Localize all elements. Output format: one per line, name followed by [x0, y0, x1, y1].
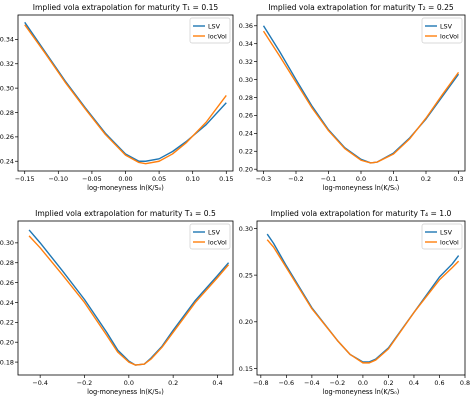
legend: LSV locVol: [189, 223, 231, 250]
y-tick-label: 0.26: [0, 279, 14, 287]
y-tick-label: 0.20: [0, 339, 14, 347]
legend-label-locvol: locVol: [208, 238, 227, 246]
x-axis-label: log-moneyness ln(K/S₀): [87, 388, 164, 396]
x-tick-label: 0.00: [118, 175, 132, 183]
y-tick-label: 0.36: [239, 22, 253, 30]
y-tick-label: 0.25: [239, 271, 253, 279]
series-line-lsv: [266, 233, 460, 363]
legend-label-lsv: LSV: [440, 228, 453, 236]
legend: LSV locVol: [189, 17, 231, 44]
legend-label-locvol: locVol: [440, 32, 459, 40]
subplot-grid: −0.15 −0.10 −0.05 0.00 0.05 0.10 0.15 0.24 0.26 0…: [0, 3, 470, 396]
x-tick-label: 0.0: [356, 175, 366, 183]
y-tick-label: 0.20: [239, 318, 253, 326]
x-tick-label: 0.0: [124, 379, 134, 387]
x-axis-label: log-moneyness ln(K/S₀): [323, 388, 400, 396]
legend-box: [189, 17, 231, 44]
x-tick-label: 0.1: [388, 175, 398, 183]
legend-box: [421, 223, 463, 250]
x-tick-label: 0.15: [219, 175, 233, 183]
plot-title: Implied vola extrapolation for maturity …: [33, 3, 219, 12]
y-tick-label: 0.30: [0, 239, 14, 247]
y-tick-label: 0.34: [239, 40, 253, 48]
x-axis-label: log-moneyness ln(K/S₀): [87, 184, 164, 192]
y-tick-label: 0.28: [0, 259, 14, 267]
axes-frame: [256, 220, 466, 376]
y-tick-label: 0.28: [0, 109, 14, 117]
y-tick-label: 0.26: [239, 112, 253, 120]
x-tick-label: −0.2: [330, 379, 346, 387]
plot-title: Implied vola extrapolation for maturity …: [35, 209, 216, 218]
legend-label-locvol: locVol: [440, 238, 459, 246]
y-tick-label: 0.30: [239, 76, 253, 84]
axes-frame: [17, 220, 234, 376]
x-tick-label: −0.2: [77, 379, 93, 387]
y-tick-label: 0.15: [239, 365, 253, 373]
subplot-3: −0.4 −0.2 0.0 0.2 0.4 0.18 0.20 0.22 0.24 0.26 0.2…: [0, 209, 234, 396]
x-tick-label: −0.10: [49, 175, 69, 183]
x-tick-label: −0.4: [32, 379, 48, 387]
y-tick-label: 0.30: [239, 225, 253, 233]
y-tick-label: 0.24: [239, 130, 253, 138]
x-tick-label: 0.4: [212, 379, 222, 387]
x-tick-label: −0.1: [321, 175, 337, 183]
x-tick-label: 0.05: [152, 175, 166, 183]
x-tick-label: 0.2: [421, 175, 431, 183]
x-tick-label: 0.6: [434, 379, 444, 387]
x-tick-label: −0.2: [288, 175, 304, 183]
x-tick-label: −0.15: [15, 175, 35, 183]
subplot-2: −0.3 −0.2 −0.1 0.0 0.1 0.2 0.3 0.20 0.22 0.24 0.26…: [239, 3, 466, 192]
y-tick-label: 0.24: [0, 158, 14, 166]
legend-label-lsv: LSV: [440, 22, 453, 30]
y-tick-label: 0.30: [0, 84, 14, 92]
x-tick-label: −0.6: [279, 379, 295, 387]
legend-label-locvol: locVol: [208, 32, 227, 40]
x-tick-label: 0.0: [358, 379, 368, 387]
legend: LSV locVol: [421, 17, 463, 44]
plot-title: Implied vola extrapolation for maturity …: [268, 3, 454, 12]
x-tick-label: 0.2: [168, 379, 178, 387]
series-line-locvol: [24, 24, 227, 165]
subplot-1: −0.15 −0.10 −0.05 0.00 0.05 0.10 0.15 0.24 0.26 0…: [0, 3, 234, 192]
x-tick-label: −0.4: [304, 379, 320, 387]
subplot-4: −0.8 −0.6 −0.4 −0.2 0.0 0.2 0.4 0.6 0.8 0.15 0.20 0…: [239, 209, 470, 396]
x-tick-label: −0.8: [253, 379, 269, 387]
y-tick-label: 0.18: [0, 358, 14, 366]
y-tick-label: 0.32: [239, 58, 253, 66]
plot-title: Implied vola extrapolation for maturity …: [271, 209, 452, 218]
legend: LSV locVol: [421, 223, 463, 250]
x-tick-label: 0.3: [453, 175, 463, 183]
series-line-locvol: [262, 30, 460, 164]
legend-box: [189, 223, 231, 250]
x-tick-label: 0.2: [383, 379, 393, 387]
y-tick-label: 0.24: [0, 299, 14, 307]
series-line-locvol: [266, 239, 460, 364]
y-tick-label: 0.34: [0, 36, 14, 44]
legend-label-lsv: LSV: [208, 228, 221, 236]
x-tick-label: −0.05: [82, 175, 102, 183]
x-axis-label: log-moneyness ln(K/S₀): [323, 184, 400, 192]
x-tick-label: −0.3: [256, 175, 272, 183]
x-tick-label: 0.8: [460, 379, 470, 387]
legend-box: [421, 17, 463, 44]
y-tick-label: 0.28: [239, 94, 253, 102]
y-tick-label: 0.20: [239, 166, 253, 174]
y-tick-label: 0.32: [0, 60, 14, 68]
y-tick-label: 0.26: [0, 133, 14, 141]
legend-label-lsv: LSV: [208, 22, 221, 30]
x-tick-label: 0.4: [409, 379, 419, 387]
x-tick-label: 0.10: [186, 175, 200, 183]
y-tick-label: 0.22: [0, 319, 14, 327]
series-line-locvol: [28, 235, 230, 366]
y-tick-label: 0.22: [239, 148, 253, 156]
